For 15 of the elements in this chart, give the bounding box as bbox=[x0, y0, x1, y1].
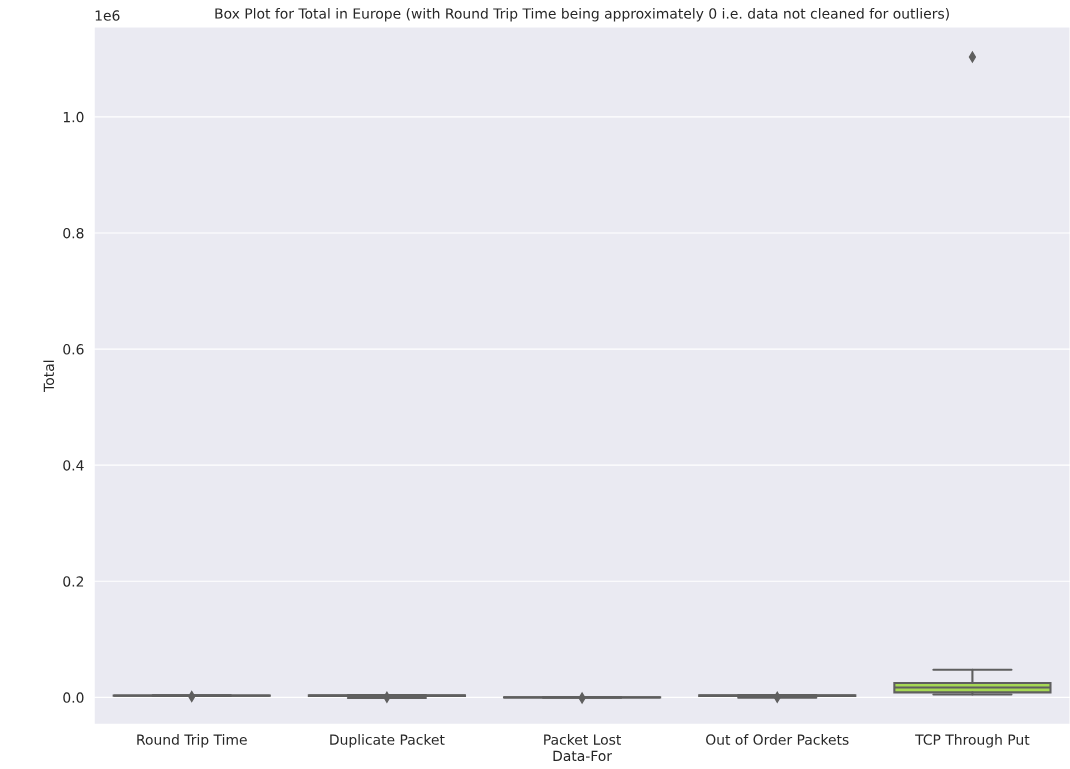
y-tick-label: 0.6 bbox=[63, 344, 84, 355]
x-axis-title: Data-For bbox=[553, 750, 613, 762]
y-tick-label: 0.0 bbox=[63, 692, 84, 703]
y-tick-label: 0.2 bbox=[63, 576, 84, 587]
x-tick-label: Round Trip Time bbox=[137, 734, 247, 748]
chart-title: Box Plot for Total in Europe (with Round Trip Time being approximately 0 i.e. data not cleaned for outliers) bbox=[215, 8, 949, 22]
x-tick-label: TCP Through Put bbox=[915, 734, 1030, 748]
y-tick-label: 0.8 bbox=[63, 227, 84, 239]
x-tick-label: Duplicate Packet bbox=[330, 734, 445, 748]
x-tick-label: Out of Order Packets bbox=[706, 734, 849, 745]
y-tick-label: 0.4 bbox=[63, 460, 84, 471]
y-tick-label: 1.0 bbox=[63, 111, 84, 123]
x-tick-label: Packet Lost bbox=[544, 734, 622, 745]
text: 1e6 bbox=[95, 10, 120, 21]
y-axis-title: Total bbox=[43, 360, 55, 392]
